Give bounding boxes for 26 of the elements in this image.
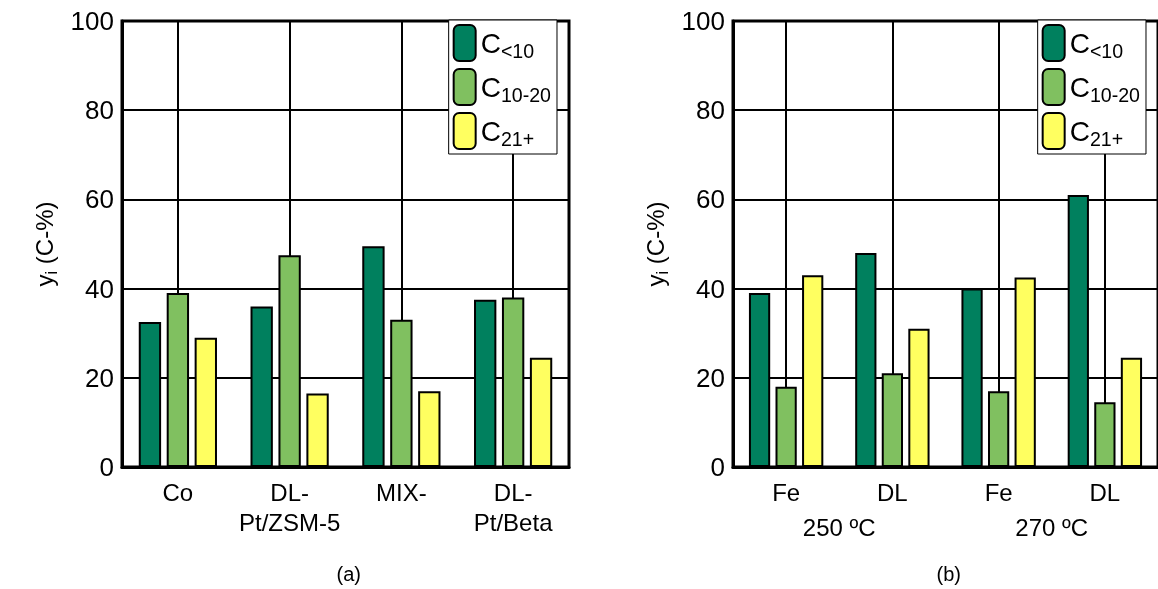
y-tick-label: 100 (70, 6, 114, 36)
y-tick-label: 20 (85, 362, 114, 393)
x-tick-label: MIX- (376, 478, 427, 506)
x-tick-label: DL (877, 478, 908, 506)
y-axis-title: yi (C-%) (642, 201, 672, 287)
text: (a) (336, 563, 361, 585)
text: 270 ºC (1015, 513, 1089, 541)
text: 250 ºC (802, 513, 876, 541)
y-tick-label: 40 (85, 273, 114, 304)
y-tick-label: 60 (696, 184, 725, 215)
x-tick-label: Fe (772, 478, 801, 506)
x-tick-label: DL (1089, 478, 1121, 506)
y-tick-label: 0 (710, 452, 725, 482)
y-tick-label: 0 (99, 452, 114, 482)
y-tick-label: 60 (85, 184, 114, 215)
text: (b) (936, 563, 961, 585)
x-tick-label: DL-Pt/Beta (473, 478, 554, 536)
x-tick-label: Co (162, 478, 194, 506)
y-tick-label: 80 (696, 95, 725, 126)
x-tick-label: Fe (984, 478, 1013, 506)
y-tick-label: 100 (681, 6, 725, 36)
y-axis-title: yi (C-%) (31, 201, 61, 287)
y-tick-label: 20 (696, 362, 725, 393)
y-tick-label: 80 (85, 95, 114, 126)
y-tick-label: 40 (696, 273, 725, 304)
x-tick-label: DL-Pt/ZSM-5 (238, 478, 341, 536)
